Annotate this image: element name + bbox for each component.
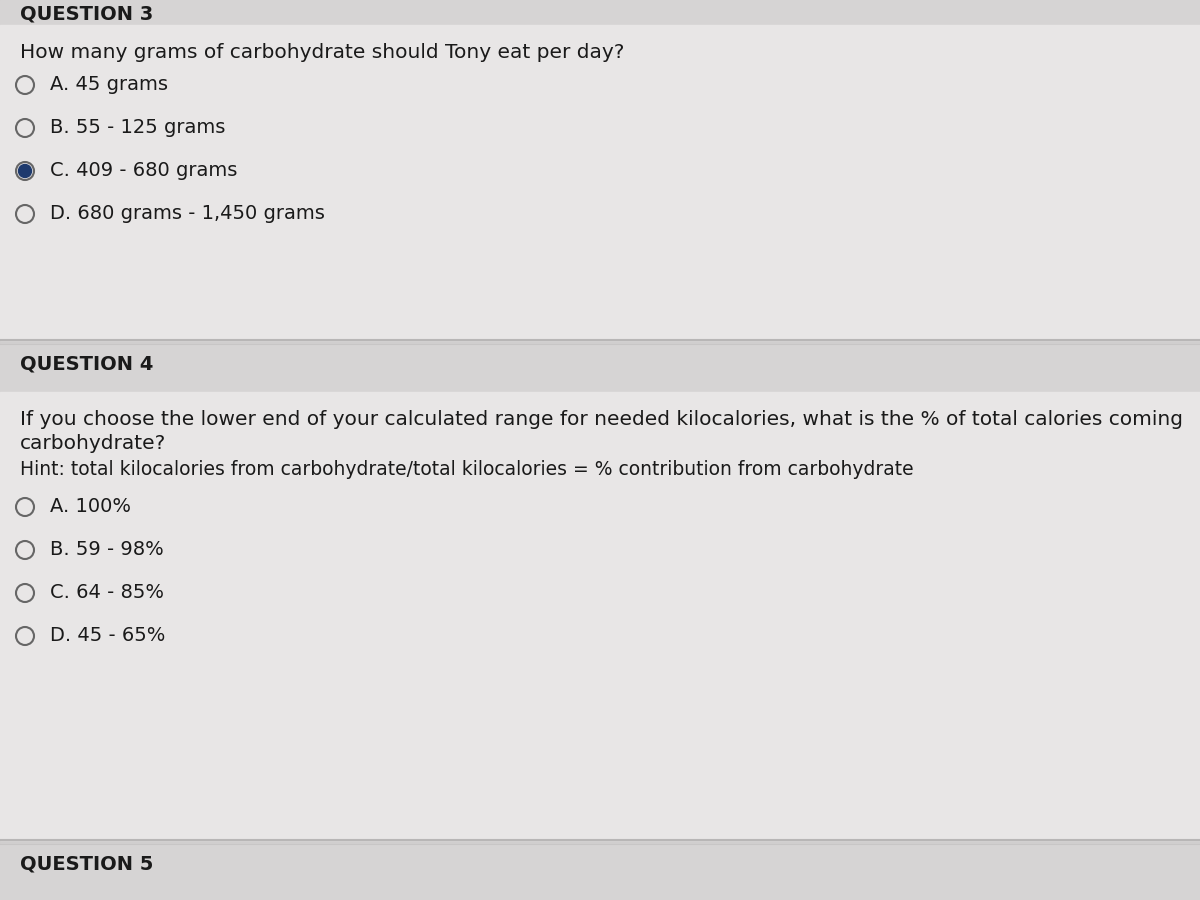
Text: QUESTION 3: QUESTION 3 (20, 5, 154, 24)
Bar (0, 392, 1200, 840)
Text: D. 45 - 65%: D. 45 - 65% (50, 626, 166, 645)
Bar (0, 0, 1200, 25)
Bar (0, 344, 1200, 392)
Text: B. 59 - 98%: B. 59 - 98% (50, 540, 163, 559)
Circle shape (18, 165, 31, 177)
Text: How many grams of carbohydrate should Tony eat per day?: How many grams of carbohydrate should To… (20, 43, 624, 62)
Text: QUESTION 5: QUESTION 5 (20, 854, 154, 873)
Text: C. 409 - 680 grams: C. 409 - 680 grams (50, 161, 238, 180)
Text: A. 100%: A. 100% (50, 497, 131, 516)
Text: carbohydrate?: carbohydrate? (20, 434, 167, 453)
Text: If you choose the lower end of your calculated range for needed kilocalories, wh: If you choose the lower end of your calc… (20, 410, 1183, 429)
Text: B. 55 - 125 grams: B. 55 - 125 grams (50, 118, 226, 137)
Bar (0, 25, 1200, 340)
Bar (0, 844, 1200, 900)
Text: A. 45 grams: A. 45 grams (50, 75, 168, 94)
Text: Hint: total kilocalories from carbohydrate/total kilocalories = % contribution f: Hint: total kilocalories from carbohydra… (20, 460, 913, 479)
Text: D. 680 grams - 1,450 grams: D. 680 grams - 1,450 grams (50, 204, 325, 223)
Text: QUESTION 4: QUESTION 4 (20, 354, 154, 373)
Text: C. 64 - 85%: C. 64 - 85% (50, 583, 164, 602)
